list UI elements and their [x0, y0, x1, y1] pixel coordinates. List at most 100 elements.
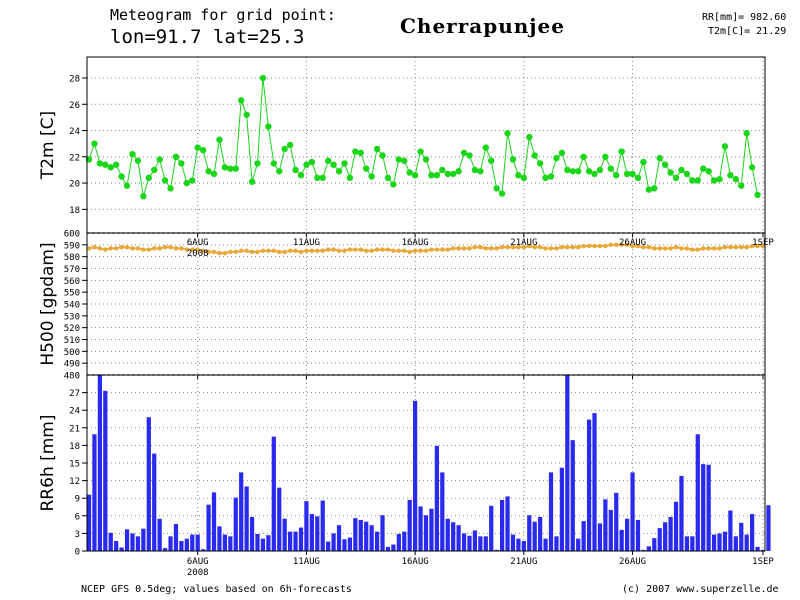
h500-data-point — [162, 245, 168, 250]
t2m-data-point — [700, 165, 707, 172]
t2m-ytick-label: 20 — [69, 180, 80, 190]
t2m-data-point — [531, 152, 538, 159]
t2m-data-point — [645, 186, 653, 193]
rr6h-ytick-label: 9 — [75, 495, 80, 505]
t2m-data-point — [607, 165, 615, 172]
rr6h-bar — [184, 538, 189, 551]
h500-xtick-label: 16AUG — [402, 238, 429, 248]
t2m-data-point — [107, 164, 114, 171]
t2m-data-point — [161, 177, 169, 184]
t2m-data-point — [689, 177, 696, 184]
rr6h-bar — [559, 467, 565, 551]
t2m-series-line — [88, 77, 759, 197]
t2m-data-point — [488, 157, 495, 164]
rr6h-bar — [130, 533, 135, 551]
rr6h-bar — [342, 539, 347, 551]
meteogram-title: Meteogram for grid point: — [110, 6, 336, 24]
rr6h-bar — [124, 529, 130, 551]
t2m-data-point — [151, 166, 158, 174]
h500-data-point — [510, 245, 516, 250]
rr6h-bar — [320, 500, 325, 551]
h500-data-point — [342, 248, 347, 253]
t2m-data-point — [683, 170, 691, 178]
h500-data-point — [521, 245, 527, 250]
t2m-data-point — [754, 191, 761, 199]
h500-data-point — [152, 246, 157, 251]
rr6h-bar — [472, 530, 478, 551]
rr6h-ytick-label: 24 — [69, 407, 80, 417]
rr6h-bar — [407, 499, 412, 551]
rr6h-bar — [103, 390, 108, 551]
h500-data-point — [358, 247, 363, 252]
h500-data-point — [103, 247, 108, 252]
h500-data-point — [119, 245, 124, 250]
h500-data-point — [646, 245, 652, 250]
h500-data-point — [450, 246, 456, 251]
rr6h-top-label: 480 — [64, 372, 80, 382]
rr6h-bar — [646, 546, 651, 551]
h500-data-point — [195, 247, 200, 252]
rr6h-bar — [717, 533, 722, 551]
h500-ytick-label: 540 — [64, 301, 80, 311]
t2m-data-point — [401, 157, 408, 164]
rr6h-bar — [331, 533, 336, 551]
rr6h-bar — [576, 538, 581, 551]
rr6h-bar — [538, 516, 543, 551]
h500-ytick-label: 570 — [64, 265, 80, 275]
h500-data-point — [108, 246, 113, 251]
rr6h-bar — [440, 472, 445, 551]
rr6h-bar — [603, 499, 608, 551]
rr6h-bar — [456, 525, 461, 551]
rr6h-bar — [309, 514, 314, 551]
rr6h-ytick-label: 15 — [69, 460, 80, 470]
rr6h-bar — [141, 528, 146, 551]
t2m-data-point — [292, 166, 299, 174]
t2m-data-point — [493, 185, 500, 192]
rr6h-bar — [249, 516, 255, 551]
rr6h-bar — [380, 515, 385, 551]
h500-data-point — [402, 248, 407, 253]
rr6h-bar — [190, 534, 195, 551]
h500-data-point — [652, 246, 657, 251]
rr6h-bar — [505, 496, 510, 551]
h500-data-point — [293, 248, 298, 253]
rr6h-xtick-label: 16AUG — [402, 557, 429, 567]
h500-data-point — [179, 246, 184, 251]
h500-data-point — [467, 246, 472, 251]
rr6h-bar — [630, 472, 635, 551]
rr6h-bar — [706, 464, 711, 551]
h500-data-point — [575, 245, 581, 250]
h500-data-point — [146, 247, 151, 252]
h500-data-point — [429, 247, 434, 252]
h500-data-point — [690, 247, 695, 252]
t2m-data-point — [140, 193, 147, 200]
t2m-data-point — [232, 165, 239, 172]
t2m-data-point — [102, 161, 109, 168]
rr6h-bar — [336, 525, 342, 551]
h500-data-point — [369, 248, 374, 253]
h500-data-point — [396, 248, 402, 253]
rr6h-bar — [135, 536, 141, 551]
t2m-data-point — [189, 177, 196, 184]
rr6h-ytick-label: 27 — [69, 389, 80, 399]
rr6h-bar — [701, 464, 706, 551]
t2m-data-point — [330, 161, 337, 168]
rr6h-bar — [385, 546, 391, 551]
rr6h-bar — [760, 549, 766, 551]
t2m-data-point — [678, 166, 685, 174]
t2m-data-point — [259, 74, 267, 82]
rr6h-bar — [429, 508, 434, 551]
rr6h-bar — [619, 529, 624, 551]
rr6h-bar — [217, 526, 222, 551]
t2m-data-point — [705, 168, 712, 175]
h500-data-point — [614, 242, 619, 248]
h500-data-point — [380, 247, 385, 252]
rr6h-bar — [478, 536, 483, 551]
h500-data-point — [483, 246, 488, 251]
h500-data-point — [586, 243, 592, 249]
t2m-data-point — [118, 173, 125, 180]
rr6h-ytick-label: 12 — [69, 477, 80, 487]
rr6h-bar — [244, 486, 249, 551]
t2m-data-point — [672, 174, 680, 182]
